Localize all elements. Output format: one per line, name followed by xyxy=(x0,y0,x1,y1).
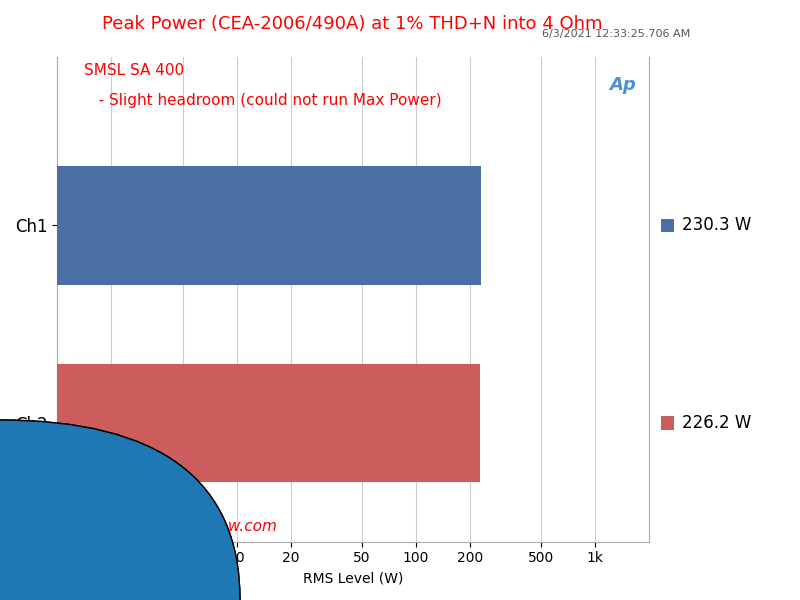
Text: AudioScienceReview.com: AudioScienceReview.com xyxy=(83,519,278,534)
Bar xyxy=(58,364,480,482)
Text: 6/3/2021 12:33:25.706 AM: 6/3/2021 12:33:25.706 AM xyxy=(542,29,690,39)
Text: - Slight headroom (could not run Max Power): - Slight headroom (could not run Max Pow… xyxy=(83,92,441,107)
Text: SMSL SA 400: SMSL SA 400 xyxy=(83,63,184,78)
Text: Peak Power (CEA-2006/490A) at 1% THD+N into 4 Ohm: Peak Power (CEA-2006/490A) at 1% THD+N i… xyxy=(102,15,602,33)
X-axis label: RMS Level (W): RMS Level (W) xyxy=(303,571,403,585)
Bar xyxy=(58,166,481,284)
Text: 230.3 W: 230.3 W xyxy=(682,216,751,234)
Text: Ap: Ap xyxy=(609,76,636,94)
Text: 226.2 W: 226.2 W xyxy=(682,414,751,432)
